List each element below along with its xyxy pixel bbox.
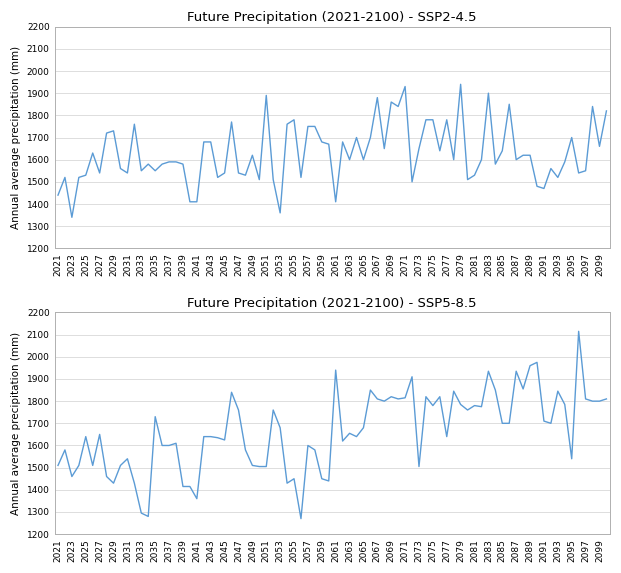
Y-axis label: Annual average precipitation (mm): Annual average precipitation (mm) xyxy=(11,46,21,229)
Title: Future Precipitation (2021-2100) - SSP2-4.5: Future Precipitation (2021-2100) - SSP2-… xyxy=(188,11,477,24)
Title: Future Precipitation (2021-2100) - SSP5-8.5: Future Precipitation (2021-2100) - SSP5-… xyxy=(188,297,477,310)
Y-axis label: Annual average precipitation (mm): Annual average precipitation (mm) xyxy=(11,332,21,515)
